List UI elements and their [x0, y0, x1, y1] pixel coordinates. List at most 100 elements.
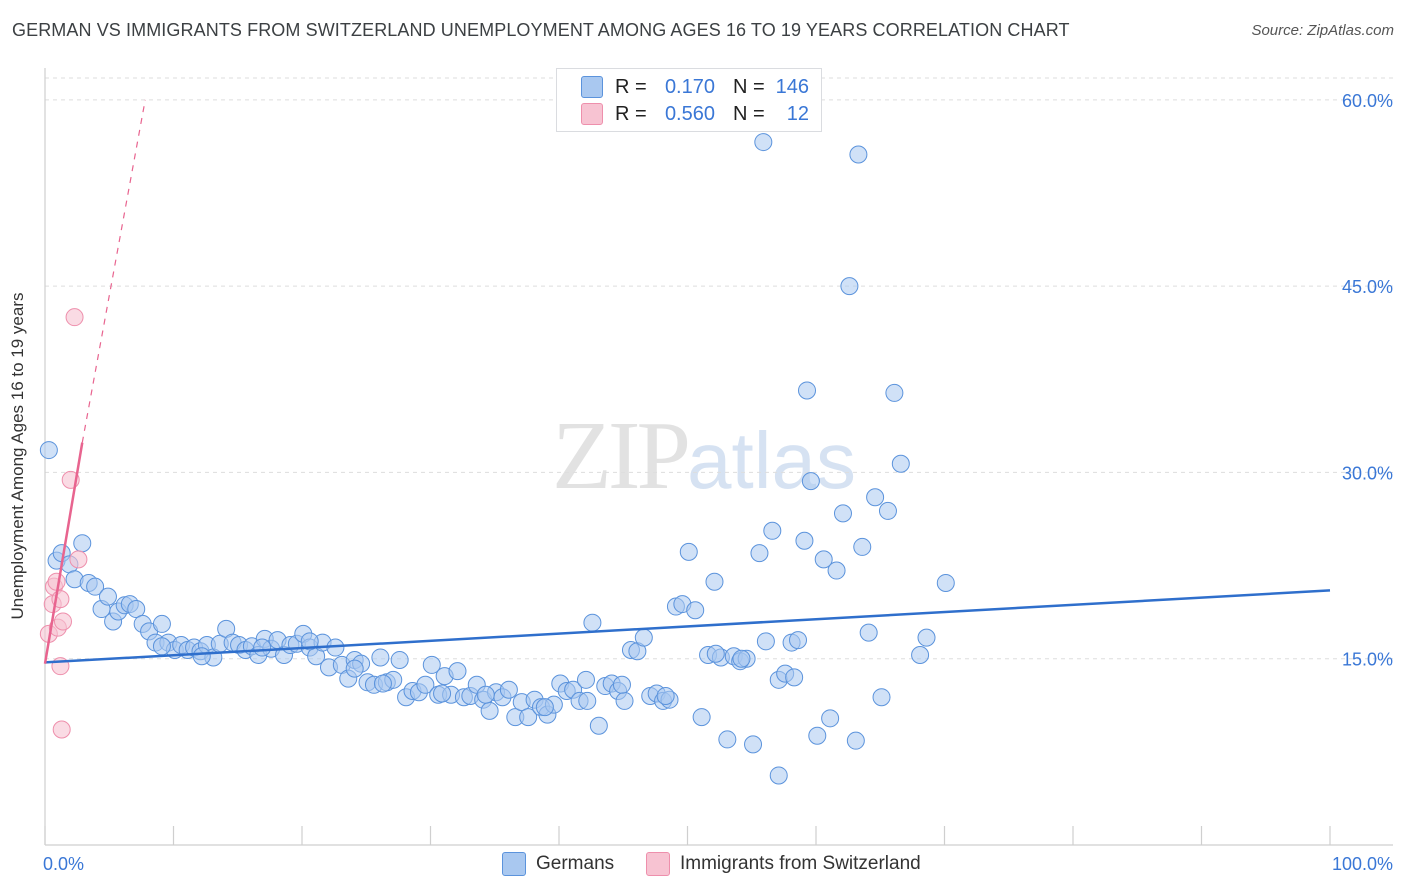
germans-point	[769, 766, 788, 785]
germans-point	[885, 383, 904, 402]
series-legend: Germans Immigrants from Switzerland	[0, 852, 1406, 878]
y-axis-label: Unemployment Among Ages 16 to 19 years	[8, 292, 27, 620]
r-value: 0.560	[664, 102, 715, 125]
swiss-points	[39, 308, 88, 739]
germans-point	[891, 454, 910, 473]
y-tick-label: 15.0%	[1342, 650, 1393, 670]
legend-item-germans: Germans	[502, 852, 614, 876]
germans-point	[576, 670, 595, 689]
y-tick-labels: 15.0% 30.0% 45.0% 60.0%	[1342, 91, 1393, 670]
germans-point	[692, 708, 711, 727]
r-value: 0.170	[664, 75, 715, 98]
trend-lines	[43, 99, 1331, 664]
germans-point	[705, 572, 724, 591]
germans-point	[789, 631, 808, 650]
germans-point	[798, 381, 817, 400]
germans-swatch	[581, 76, 603, 98]
stats-legend-row-germans: R = 0.170 N = 146	[581, 73, 809, 101]
germans-point	[801, 472, 820, 491]
germans-point	[706, 644, 725, 663]
germans-point	[827, 561, 846, 580]
germans-point	[98, 587, 117, 606]
germans-point	[371, 648, 390, 667]
germans-point	[853, 537, 872, 556]
germans-point	[253, 638, 272, 657]
germans-points	[39, 133, 955, 785]
swiss-swatch	[581, 103, 603, 125]
germans-point	[754, 133, 773, 152]
germans-trend-line	[44, 589, 1331, 664]
watermark-atlas: atlas	[687, 416, 856, 505]
germans-point	[756, 632, 775, 651]
germans-point	[192, 647, 211, 666]
legend-label-swiss: Immigrants from Switzerland	[680, 853, 921, 874]
swiss-point	[69, 550, 88, 569]
germans-point	[846, 731, 865, 750]
germans-point	[583, 613, 602, 632]
germans-point	[519, 708, 538, 727]
germans-point	[589, 716, 608, 735]
germans-point	[615, 691, 634, 710]
germans-point	[872, 688, 891, 707]
germans-point	[390, 650, 409, 669]
germans-point	[73, 534, 92, 553]
legend-item-swiss: Immigrants from Switzerland	[646, 852, 921, 876]
germans-point	[917, 628, 936, 647]
germans-point	[866, 488, 885, 507]
stats-legend-row-swiss: R = 0.560 N = 12	[581, 100, 809, 128]
germans-point	[612, 675, 631, 694]
germans-point	[373, 674, 392, 693]
germans-point	[718, 730, 737, 749]
germans-point	[814, 550, 833, 569]
germans-point	[152, 637, 171, 656]
swiss-point	[53, 612, 72, 631]
grid	[45, 77, 1393, 660]
germans-point	[345, 659, 364, 678]
n-label: N =	[733, 102, 765, 125]
germans-point	[499, 680, 518, 699]
germans-point	[39, 441, 58, 460]
germans-point	[656, 686, 675, 705]
germans-point	[448, 662, 467, 681]
germans-point	[86, 577, 105, 596]
r-label: R =	[615, 102, 647, 125]
germans-legend-swatch	[502, 852, 526, 876]
germans-point	[578, 691, 597, 710]
watermark: ZIPatlas	[552, 400, 856, 512]
x-tick-label: 0.0%	[43, 854, 84, 874]
germans-point	[750, 544, 769, 563]
germans-point	[744, 735, 763, 754]
axes	[44, 68, 1393, 846]
germans-point	[416, 675, 435, 694]
x-tick-labels: 0.0% 100.0%	[43, 854, 1393, 874]
germans-point	[152, 614, 171, 633]
germans-point	[433, 684, 452, 703]
germans-point	[679, 542, 698, 561]
germans-point	[911, 645, 930, 664]
n-value: 146	[775, 75, 809, 98]
swiss-trend-line	[43, 442, 84, 664]
swiss-trend-extension	[81, 99, 146, 443]
y-tick-label: 60.0%	[1342, 91, 1393, 111]
germans-point	[936, 573, 955, 592]
germans-point	[480, 701, 499, 720]
chart-title: GERMAN VS IMMIGRANTS FROM SWITZERLAND UN…	[12, 20, 1070, 40]
germans-point	[476, 685, 495, 704]
germans-point	[821, 709, 840, 728]
n-label: N =	[733, 75, 765, 98]
x-tick-label: 100.0%	[1332, 854, 1393, 874]
stats-legend: R = 0.170 N = 146 R = 0.560 N = 12	[556, 68, 822, 132]
swiss-legend-swatch	[646, 852, 670, 876]
r-label: R =	[615, 75, 647, 98]
swiss-point	[65, 308, 84, 327]
germans-point	[859, 623, 878, 642]
y-tick-label: 30.0%	[1342, 463, 1393, 483]
germans-point	[878, 501, 897, 520]
germans-point	[785, 668, 804, 687]
germans-point	[422, 655, 441, 674]
swiss-point	[52, 720, 71, 739]
germans-point	[127, 600, 146, 619]
germans-point	[686, 601, 705, 620]
legend-label-germans: Germans	[536, 853, 615, 874]
source-label: Source: ZipAtlas.com	[1251, 22, 1394, 39]
